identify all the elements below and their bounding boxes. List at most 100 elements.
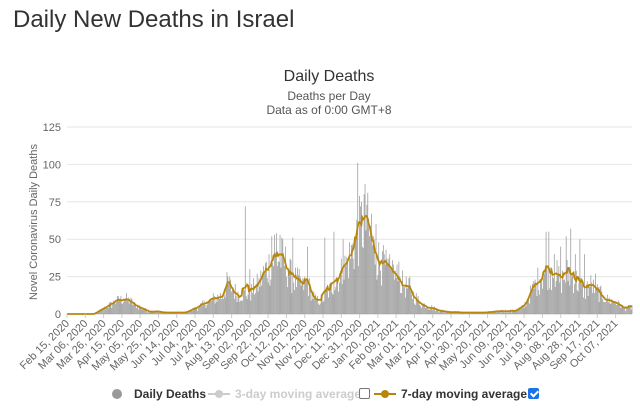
- seven-day-average-checkbox[interactable]: [528, 388, 539, 399]
- daily-death-bar: [585, 299, 586, 314]
- daily-death-bar: [619, 306, 621, 314]
- daily-death-bars: [95, 162, 633, 314]
- daily-death-bar: [399, 276, 401, 314]
- daily-death-bar: [398, 261, 400, 314]
- daily-death-bar: [567, 281, 569, 314]
- daily-death-bar: [204, 305, 206, 314]
- daily-death-bar: [256, 273, 258, 314]
- daily-death-bar: [242, 300, 243, 314]
- daily-death-bar: [404, 297, 406, 314]
- daily-death-bar: [316, 300, 317, 314]
- daily-death-bar: [571, 276, 573, 314]
- daily-death-bar: [372, 236, 374, 314]
- daily-death-bar: [105, 306, 107, 314]
- daily-death-bar: [126, 300, 128, 314]
- daily-death-bar: [146, 309, 147, 314]
- daily-death-bar: [305, 279, 306, 314]
- daily-death-bar: [326, 290, 328, 314]
- legend-item-7-day-average[interactable]: 7-day moving average: [374, 383, 527, 405]
- daily-death-bar: [618, 302, 620, 314]
- daily-death-bar: [554, 287, 556, 314]
- daily-death-bar: [194, 306, 196, 314]
- daily-death-bar: [150, 312, 152, 314]
- daily-death-bar: [268, 254, 270, 314]
- daily-death-bar: [566, 260, 568, 314]
- daily-death-bar: [414, 303, 415, 314]
- daily-death-bar: [341, 284, 343, 314]
- chart-title: Daily Deaths: [284, 68, 375, 85]
- daily-death-bar: [104, 306, 105, 314]
- daily-death-bar: [537, 267, 539, 314]
- daily-death-bar: [354, 237, 356, 314]
- daily-death-bar: [322, 302, 324, 314]
- daily-death-bar: [456, 312, 457, 314]
- daily-death-bar: [250, 300, 252, 314]
- daily-death-bar: [139, 308, 141, 314]
- daily-death-bar: [271, 236, 273, 314]
- daily-death-bar: [189, 311, 190, 314]
- daily-death-bar: [275, 233, 277, 314]
- daily-death-bar: [508, 311, 509, 314]
- daily-death-bar: [417, 296, 419, 314]
- daily-death-bar: [284, 266, 285, 314]
- daily-death-bar: [128, 303, 130, 314]
- daily-death-bar: [379, 261, 381, 314]
- daily-death-bar: [555, 281, 557, 314]
- daily-death-bar: [425, 308, 427, 314]
- legend-item-daily-deaths[interactable]: Daily Deaths: [107, 383, 206, 405]
- daily-death-bar: [218, 297, 220, 314]
- daily-death-bar: [331, 293, 333, 314]
- daily-death-bar: [151, 312, 153, 314]
- y-tick-label: 50: [49, 234, 61, 246]
- daily-death-bar: [339, 282, 340, 314]
- daily-death-bar: [275, 252, 276, 314]
- daily-death-bar: [420, 306, 422, 314]
- daily-death-bar: [328, 297, 329, 314]
- daily-death-bar: [514, 311, 516, 314]
- daily-death-bar: [351, 243, 353, 314]
- daily-death-bar: [375, 224, 377, 314]
- daily-death-bar: [602, 299, 604, 314]
- daily-death-bar: [362, 248, 364, 314]
- legend-item-3-day-average[interactable]: 3-day moving average: [208, 383, 361, 405]
- daily-death-bar: [371, 213, 372, 314]
- daily-death-bar: [427, 309, 429, 314]
- daily-death-bar: [282, 239, 284, 314]
- daily-death-bar: [590, 275, 592, 314]
- daily-death-bar: [307, 296, 309, 314]
- daily-death-bar: [314, 296, 316, 314]
- daily-death-bar: [403, 287, 404, 314]
- daily-death-bar: [208, 300, 210, 314]
- daily-death-bar: [226, 272, 228, 314]
- daily-death-bar: [572, 275, 573, 314]
- daily-death-bar: [200, 303, 201, 314]
- daily-death-bar: [102, 308, 104, 314]
- daily-death-bar: [573, 293, 574, 314]
- daily-death-bar: [518, 309, 520, 314]
- daily-death-bar: [383, 254, 385, 314]
- daily-death-bar: [549, 288, 551, 314]
- daily-death-bar: [257, 291, 259, 314]
- daily-death-bar: [131, 299, 133, 314]
- daily-death-bar: [211, 300, 212, 314]
- daily-death-bar: [440, 311, 442, 314]
- daily-death-bar: [223, 294, 225, 314]
- daily-death-bar: [103, 309, 104, 314]
- daily-death-bar: [577, 291, 579, 314]
- three-day-average-checkbox[interactable]: [359, 388, 370, 399]
- daily-death-bar: [569, 285, 571, 314]
- daily-death-bar: [390, 267, 392, 314]
- daily-death-bar: [408, 278, 410, 314]
- daily-death-bar: [186, 312, 188, 314]
- daily-death-bar: [452, 312, 454, 314]
- daily-death-bar: [291, 293, 293, 314]
- daily-death-bar: [258, 278, 260, 314]
- daily-death-bar: [454, 312, 456, 314]
- daily-death-bar: [531, 284, 533, 314]
- daily-death-bar: [507, 312, 509, 314]
- daily-death-bar: [243, 288, 244, 314]
- daily-death-bar: [227, 276, 229, 314]
- daily-death-bar: [233, 299, 235, 314]
- daily-death-bar: [521, 305, 523, 314]
- daily-death-bar: [396, 264, 398, 314]
